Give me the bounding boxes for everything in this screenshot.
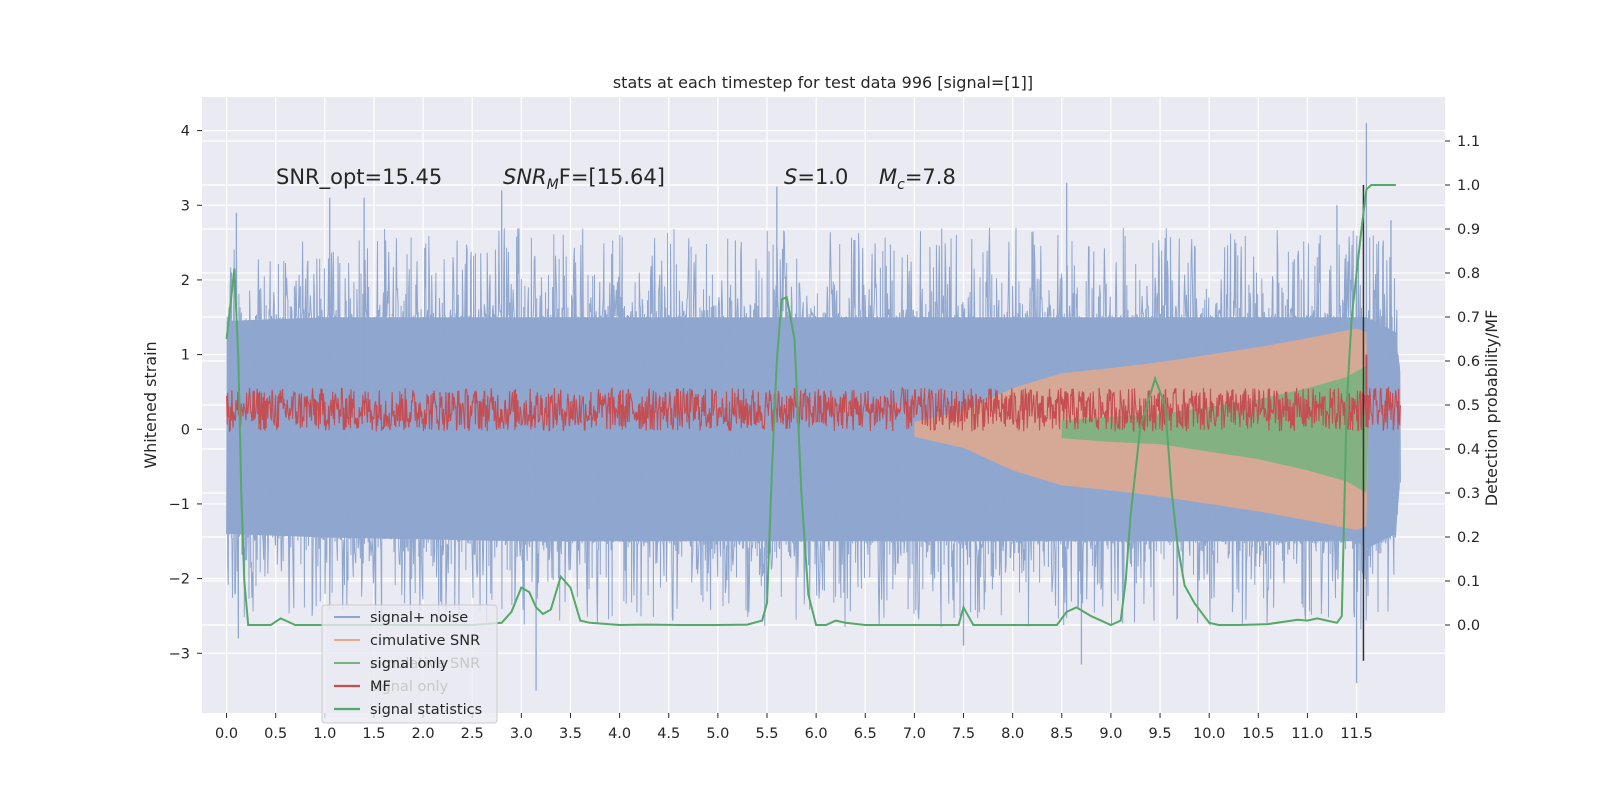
x-tick-label: 6.5 <box>854 726 877 742</box>
y2-tick-label: 1.0 <box>1457 178 1480 194</box>
x-tick-label: 0.5 <box>264 726 287 742</box>
y-tick-label: 2 <box>181 273 190 289</box>
annotation-s-value: =1.0 <box>797 165 848 189</box>
y2-tick-label: 0.0 <box>1457 618 1480 634</box>
annotation-mc: Mc=7.8 <box>879 165 956 193</box>
annotation-mc-value: =7.8 <box>905 165 956 189</box>
legend-ghost-label: cimulative SNR <box>370 656 480 672</box>
x-tick-label: 7.5 <box>952 726 975 742</box>
y2-tick-label: 0.2 <box>1457 530 1480 546</box>
y2-tick-label: 0.5 <box>1457 398 1480 414</box>
legend-label: cimulative SNR <box>370 633 480 649</box>
y-tick-label: −3 <box>169 646 190 662</box>
legend-label: signal statistics <box>370 702 482 718</box>
x-tick-label: 8.0 <box>1001 726 1024 742</box>
x-tick-label: 9.0 <box>1099 726 1122 742</box>
x-tick-label: 5.0 <box>706 726 729 742</box>
x-axis-ticks: 0.0 0.5 1.0 1.5 2.0 2.5 3.0 3.5 4.0 4.5 5.0 5.5 6.0 6… <box>215 713 1373 742</box>
x-tick-label: 4.5 <box>657 726 680 742</box>
y2-tick-label: 0.3 <box>1457 486 1480 502</box>
annotation-snr-mf-prefix: SNR <box>503 165 547 189</box>
x-tick-label: 2.0 <box>412 726 435 742</box>
y2-tick-label: 1.1 <box>1457 134 1480 150</box>
y-tick-label: 1 <box>181 348 190 364</box>
x-tick-label: 4.0 <box>608 726 631 742</box>
annotation-s-prefix: S <box>784 165 797 189</box>
x-tick-label: 10.5 <box>1242 726 1274 742</box>
x-tick-label: 5.5 <box>755 726 778 742</box>
mf-trace <box>226 386 1401 433</box>
signal-only-series <box>1061 365 1369 493</box>
annotation-s: S=1.0 <box>784 165 848 189</box>
legend-label: signal+ noise <box>370 610 468 626</box>
legend: cimulative SNR signal only signal+ noise… <box>321 604 498 724</box>
legend-label: signal only <box>370 656 449 672</box>
annotation-snr-mf-sub: M <box>547 177 559 193</box>
y-tick-label: 3 <box>181 198 190 214</box>
y-tick-label: −1 <box>169 497 190 513</box>
x-tick-label: 1.5 <box>362 726 385 742</box>
annotation-mc-sub: c <box>897 177 905 193</box>
annotation-snr-mf-suffix: F=[15.64] <box>559 165 665 189</box>
x-tick-label: 11.0 <box>1291 726 1323 742</box>
y-tick-label: 0 <box>181 422 190 438</box>
x-tick-label: 9.5 <box>1149 726 1172 742</box>
x-tick-label: 10.0 <box>1193 726 1225 742</box>
legend-ghost-label: signal only <box>370 679 449 695</box>
y2-tick-label: 0.7 <box>1457 310 1480 326</box>
y2-tick-label: 0.6 <box>1457 354 1480 370</box>
x-tick-label: 3.5 <box>559 726 582 742</box>
legend-label: MF <box>370 679 391 695</box>
y2-axis-ticks: 1.1 1.0 0.9 0.8 0.7 0.6 0.5 0.4 0.3 0.2 0.1 0.0 <box>1445 134 1480 634</box>
y-tick-label: 4 <box>181 124 190 140</box>
signal-only-envelope <box>1061 365 1369 493</box>
annotation-snr-opt: SNR_opt=15.45 <box>276 165 442 190</box>
x-tick-label: 0.0 <box>215 726 238 742</box>
noise-trace <box>226 227 1401 630</box>
x-tick-label: 1.0 <box>313 726 336 742</box>
x-tick-label: 8.5 <box>1050 726 1073 742</box>
y2-tick-label: 0.9 <box>1457 222 1480 238</box>
annotation-mc-prefix: M <box>879 165 897 189</box>
y-axis-label: Whitened strain <box>141 341 160 468</box>
y2-tick-label: 0.8 <box>1457 266 1480 282</box>
y2-tick-label: 0.4 <box>1457 442 1480 458</box>
x-tick-label: 11.5 <box>1340 726 1372 742</box>
x-tick-label: 6.0 <box>805 726 828 742</box>
x-tick-label: 7.0 <box>903 726 926 742</box>
y-tick-label: −2 <box>169 572 190 588</box>
y2-tick-label: 0.1 <box>1457 574 1480 590</box>
annotation-snr-mf: SNRMF=[15.64] <box>503 165 665 193</box>
legend-box <box>321 604 498 724</box>
y2-axis-label: Detection probability/MF <box>1482 310 1501 507</box>
x-tick-label: 2.5 <box>461 726 484 742</box>
mf-series <box>226 185 1401 661</box>
y-axis-ticks: 4 3 2 1 0 −1 −2 −3 <box>169 124 202 662</box>
chart-title: stats at each timestep for test data 996… <box>613 73 1033 92</box>
x-tick-label: 3.0 <box>510 726 533 742</box>
